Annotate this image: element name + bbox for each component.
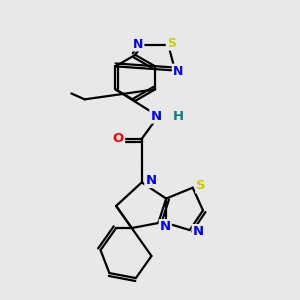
- Text: N: N: [145, 174, 156, 187]
- Text: N: N: [173, 64, 183, 78]
- Text: N: N: [133, 38, 143, 50]
- Text: N: N: [160, 220, 171, 233]
- Text: S: S: [196, 179, 206, 192]
- Text: O: O: [113, 132, 124, 145]
- Text: N: N: [193, 225, 204, 238]
- Text: H: H: [173, 110, 184, 123]
- Text: S: S: [167, 37, 176, 50]
- Text: N: N: [150, 110, 161, 123]
